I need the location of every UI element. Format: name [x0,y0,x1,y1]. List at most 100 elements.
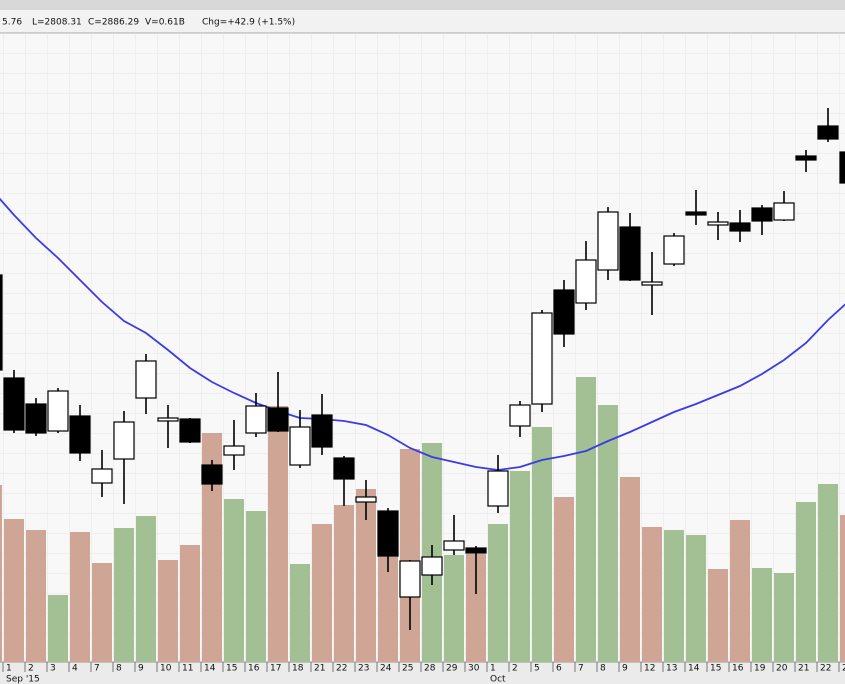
volume-bar [642,527,662,662]
volume-bar [554,497,574,662]
volume-bar [444,555,464,662]
volume-bar [26,530,46,662]
candle-body [179,418,201,443]
header-text: V=0.61B [145,18,185,28]
x-tick-label: 29 [446,664,458,674]
volume-bar [378,530,398,662]
candle-body [333,457,355,480]
volume-bar [70,532,90,662]
volume-bar [224,499,244,662]
candle-body [355,496,377,503]
volume-bar [488,524,508,662]
month-label: Oct [490,675,506,684]
moving-average [0,197,845,471]
x-tick-label: 16 [732,664,744,674]
volume-bar [48,595,68,662]
candle-body [597,211,619,271]
volume-bar [752,568,772,662]
x-tick-label: 9 [622,664,628,674]
volume-bar [0,485,2,662]
candle-body [817,125,839,140]
candle-body [399,560,421,598]
candle-body [0,274,3,371]
header-bar [0,10,845,33]
volume-bar [664,530,684,662]
candle-body [201,464,223,485]
volume-bar [840,515,845,662]
volume-bar [730,520,750,662]
candle-body [641,281,663,286]
volume-bar [114,528,134,662]
x-tick-label: 20 [776,664,788,674]
volume-bar [180,545,200,662]
volume-bar [334,505,354,662]
candle-body [91,468,113,484]
x-tick-label: 17 [270,664,281,674]
volume-bar [356,489,376,662]
x-tick-label: 22 [820,664,831,674]
candle-body [245,405,267,434]
candle-body [465,547,487,554]
candle-body [113,421,135,460]
volume-bar [202,433,222,662]
volume-bar [796,502,816,662]
x-tick-label: 23 [358,664,369,674]
candle-body [575,259,597,304]
x-tick-label: 18 [292,664,304,674]
candle-body [267,407,289,432]
x-tick-label: 30 [468,664,480,674]
candle-body [157,417,179,422]
x-tick-label: 2 [28,664,34,674]
volume-bar [312,524,332,662]
candle-body [839,151,845,184]
x-tick-label: 8 [600,664,606,674]
x-tick-label: 11 [182,664,193,674]
x-tick-label: 2 [512,664,518,674]
x-tick-label: 22 [336,664,347,674]
x-tick-label: 1 [6,664,12,674]
candle-body [751,207,773,222]
x-tick-label: 25 [402,664,413,674]
x-tick-label: 4 [72,664,78,674]
volume-bar [290,564,310,662]
volume-bar [92,563,112,662]
x-tick-label: 23 [842,664,845,674]
candle-body [773,202,795,221]
x-tick-label: 12 [644,664,655,674]
candle-body [553,289,575,335]
x-tick-label: 21 [314,664,325,674]
candle-body [443,540,465,551]
volume-bar [774,573,794,662]
volume-bar [246,511,266,662]
volume-bar [136,516,156,662]
candle-body [619,226,641,281]
candle-body [377,510,399,557]
header-text: C=2886.29 [88,18,139,28]
top-strip [0,0,845,10]
candle-body [795,155,817,161]
volume-bar [620,477,640,662]
x-tick-label: 28 [424,664,436,674]
candle-body [311,414,333,448]
candle-body [487,470,509,507]
candle-body [3,377,25,431]
x-tick-label: 24 [380,664,392,674]
candle-body [685,211,707,216]
x-tick-label: 16 [248,664,260,674]
x-tick-label: 19 [754,664,766,674]
x-axis-bar [0,662,845,684]
volume-bar [158,560,178,662]
candle-body [25,403,47,434]
volume-bar [686,535,706,662]
candle-body [663,235,685,265]
volume-bar [532,427,552,662]
x-tick-label: 13 [666,664,677,674]
x-tick-label: 9 [138,664,144,674]
x-tick-label: 14 [688,664,700,674]
month-label: Sep '15 [6,675,40,684]
candle-body [509,404,531,427]
x-tick-label: 14 [204,664,216,674]
candle-body [531,312,553,405]
x-tick-label: 7 [578,664,584,674]
candle-body [47,390,69,432]
